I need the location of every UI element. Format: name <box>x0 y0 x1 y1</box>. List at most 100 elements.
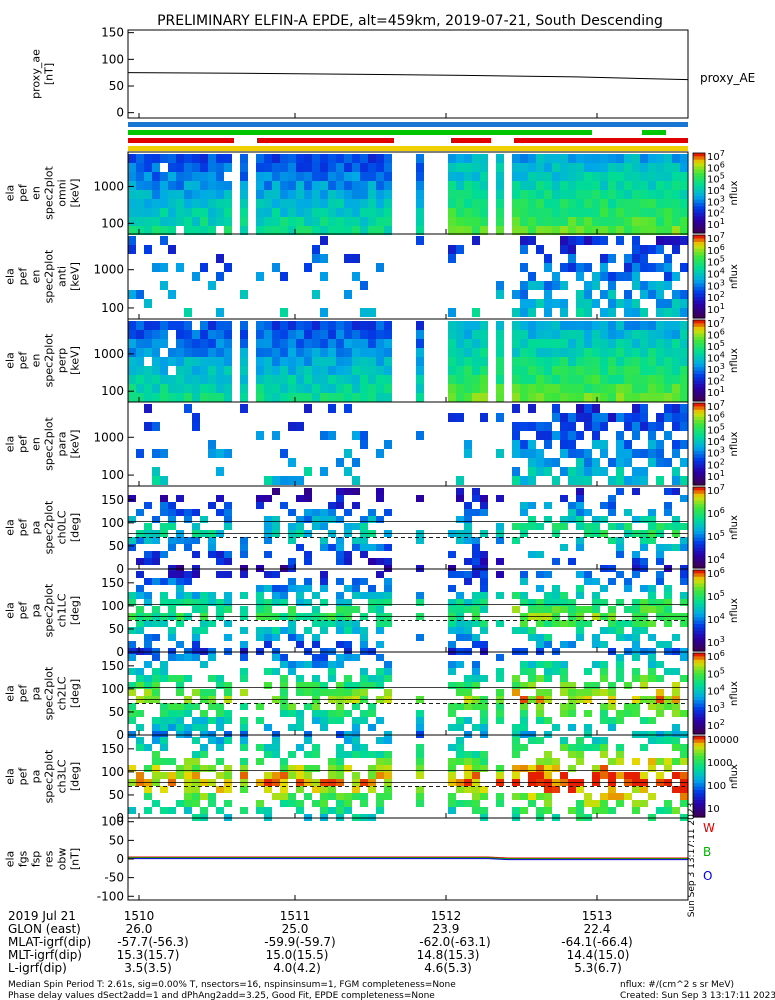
heatmap-cell <box>552 154 560 163</box>
heatmap-cell <box>192 800 200 807</box>
heatmap-cell <box>312 682 320 689</box>
heatmap-cell <box>608 772 616 779</box>
heatmap-cell <box>208 366 216 375</box>
heatmap-cell <box>664 154 672 163</box>
heatmap-cell <box>544 661 552 668</box>
heatmap-cell <box>304 793 312 800</box>
colorbar-tick-label: 103 <box>707 278 725 292</box>
heatmap-cell <box>320 509 328 516</box>
heatmap-cell <box>296 523 304 530</box>
heatmap-cell <box>376 330 384 339</box>
heatmap-cell <box>288 661 296 668</box>
heatmap-cell <box>560 163 568 172</box>
heatmap-cell <box>520 599 528 606</box>
heatmap-cell <box>160 737 168 744</box>
heatmap-cell <box>296 689 304 696</box>
heatmap-cell <box>312 366 320 375</box>
heatmap-cell <box>264 366 272 375</box>
heatmap-cell <box>456 744 464 751</box>
heatmap-cell <box>544 431 552 440</box>
heatmap-cell <box>144 217 152 226</box>
heatmap-cell <box>208 208 216 217</box>
heatmap-cell <box>544 217 552 226</box>
heatmap-cell <box>448 744 456 751</box>
heatmap-cell <box>592 800 600 807</box>
heatmap-cell <box>656 226 664 235</box>
heatmap-cell <box>656 458 664 467</box>
heatmap-cell <box>136 357 144 366</box>
heatmap-cell <box>312 592 320 599</box>
colorbar-tick-label: 104 <box>707 612 725 626</box>
heatmap-cell <box>352 476 360 485</box>
heatmap-cell <box>576 236 584 245</box>
heatmap-cell <box>280 366 288 375</box>
heatmap-cell <box>600 449 608 458</box>
heatmap-cell <box>456 226 464 235</box>
heatmap-cell <box>576 366 584 375</box>
heatmap-cell <box>472 641 480 648</box>
colorbar-band <box>693 554 705 559</box>
heatmap-cell <box>160 181 168 190</box>
heatmap-cell <box>368 190 376 199</box>
heatmap-cell <box>584 668 592 675</box>
heatmap-cell <box>304 226 312 235</box>
heatmap-cell <box>512 339 520 348</box>
heatmap-cell <box>560 217 568 226</box>
heatmap-cell <box>280 393 288 402</box>
heatmap-cell <box>200 393 208 402</box>
heatmap-cell <box>520 509 528 516</box>
heatmap-cell <box>368 384 376 393</box>
colorbar-band <box>693 179 705 184</box>
heatmap-cell <box>288 634 296 641</box>
colorbar-band <box>693 403 705 408</box>
heatmap-cell <box>240 404 248 413</box>
heatmap-cell <box>288 800 296 807</box>
heatmap-cell <box>672 668 680 675</box>
heatmap-cell <box>648 172 656 181</box>
heatmap-cell <box>496 710 504 717</box>
heatmap-cell <box>360 163 368 172</box>
heatmap-cell <box>280 163 288 172</box>
heatmap-cell <box>624 710 632 717</box>
heatmap-cell <box>336 793 344 800</box>
heatmap-cell <box>632 299 640 308</box>
heatmap-cell <box>640 172 648 181</box>
heatmap-cell <box>144 339 152 348</box>
colorbar-band <box>693 530 705 535</box>
heatmap-cell <box>544 634 552 641</box>
heatmap-cell <box>336 181 344 190</box>
heatmap-cell <box>384 772 392 779</box>
heatmap-cell <box>224 772 232 779</box>
legend-label: W <box>703 821 715 835</box>
heatmap-cell <box>240 217 248 226</box>
colorbar-band <box>693 600 705 605</box>
eph-label-date: 2019 Jul 21 <box>8 909 76 923</box>
heatmap-cell <box>656 348 664 357</box>
heatmap-cell <box>304 585 312 592</box>
heatmap-cell <box>416 199 424 208</box>
heatmap-cell <box>224 339 232 348</box>
y-tick-label: 0 <box>116 562 124 576</box>
heatmap-cell <box>624 290 632 299</box>
heatmap-cell <box>672 786 680 793</box>
heatmap-cell <box>224 682 232 689</box>
heatmap-cell <box>664 321 672 330</box>
colorbar-band <box>693 534 705 539</box>
heatmap-cell <box>240 190 248 199</box>
heatmap-cell <box>576 226 584 235</box>
heatmap-cell <box>512 181 520 190</box>
heatmap-cell <box>648 263 656 272</box>
heatmap-cell <box>320 793 328 800</box>
heatmap-cell <box>320 348 328 357</box>
colorbar-band <box>693 603 705 608</box>
heatmap-cell <box>336 502 344 509</box>
heatmap-cell <box>640 404 648 413</box>
heatmap-cell <box>168 509 176 516</box>
heatmap-cell <box>320 375 328 384</box>
heatmap-cell <box>520 339 528 348</box>
heatmap-cell <box>176 495 184 502</box>
heatmap-cell <box>256 717 264 724</box>
heatmap-cell <box>592 199 600 208</box>
heatmap-cell <box>552 321 560 330</box>
